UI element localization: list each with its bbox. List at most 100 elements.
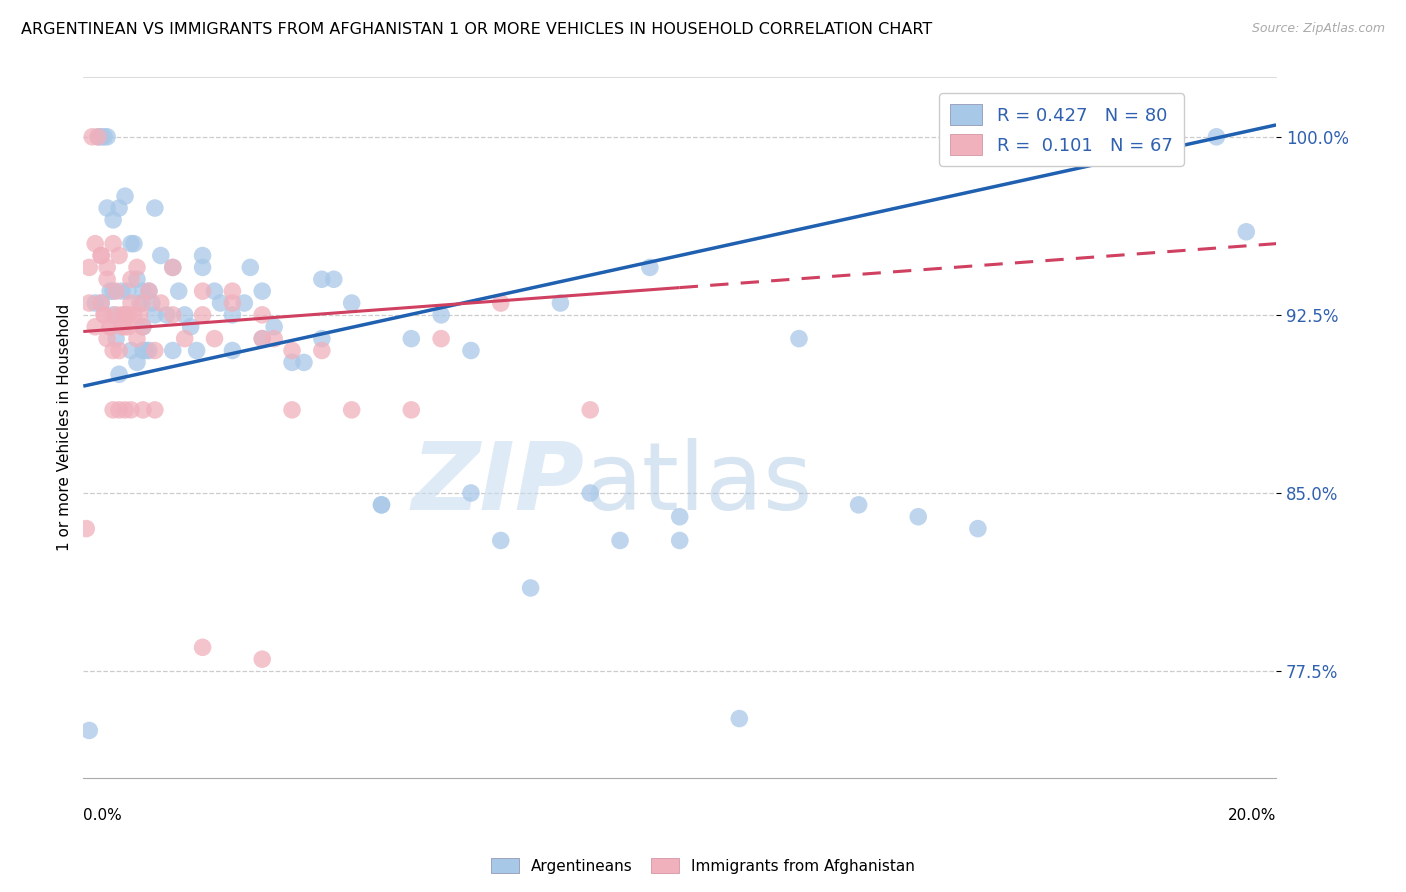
Point — [84, 236, 107, 251]
Point — [311, 272, 333, 286]
Point — [209, 296, 232, 310]
Point — [728, 712, 751, 726]
Point — [191, 308, 214, 322]
Point — [90, 248, 112, 262]
Point — [114, 319, 136, 334]
Point — [96, 272, 118, 286]
Point — [125, 260, 148, 275]
Point — [149, 296, 172, 310]
Point — [143, 402, 166, 417]
Point — [1205, 129, 1227, 144]
Point — [75, 522, 97, 536]
Point — [263, 319, 285, 334]
Point — [90, 248, 112, 262]
Point — [430, 332, 453, 346]
Point — [149, 248, 172, 262]
Point — [638, 260, 661, 275]
Point — [141, 296, 163, 310]
Text: 20.0%: 20.0% — [1227, 808, 1277, 823]
Point — [125, 272, 148, 286]
Point — [250, 332, 273, 346]
Point — [105, 284, 128, 298]
Point — [138, 343, 160, 358]
Point — [125, 355, 148, 369]
Point — [114, 308, 136, 322]
Point — [129, 308, 152, 322]
Point — [167, 284, 190, 298]
Point — [191, 640, 214, 655]
Point — [120, 272, 142, 286]
Point — [311, 343, 333, 358]
Point — [132, 296, 155, 310]
Point — [401, 402, 423, 417]
Point — [221, 284, 243, 298]
Point — [281, 402, 304, 417]
Point — [101, 308, 124, 322]
Point — [156, 308, 179, 322]
Point — [430, 308, 453, 322]
Point — [292, 355, 315, 369]
Point — [93, 129, 115, 144]
Text: ARGENTINEAN VS IMMIGRANTS FROM AFGHANISTAN 1 OR MORE VEHICLES IN HOUSEHOLD CORRE: ARGENTINEAN VS IMMIGRANTS FROM AFGHANIST… — [21, 22, 932, 37]
Point — [250, 332, 273, 346]
Point — [401, 332, 423, 346]
Point — [668, 509, 690, 524]
Point — [90, 296, 112, 310]
Point — [460, 486, 482, 500]
Point — [108, 201, 131, 215]
Point — [108, 343, 131, 358]
Point — [221, 343, 243, 358]
Point — [370, 498, 392, 512]
Point — [233, 296, 256, 310]
Point — [120, 236, 142, 251]
Point — [125, 332, 148, 346]
Point — [191, 248, 214, 262]
Point — [173, 332, 195, 346]
Point — [579, 486, 602, 500]
Point — [263, 332, 285, 346]
Point — [340, 296, 363, 310]
Point — [122, 308, 145, 322]
Point — [162, 343, 184, 358]
Point — [250, 284, 273, 298]
Point — [138, 284, 160, 298]
Point — [108, 248, 131, 262]
Point — [162, 260, 184, 275]
Point — [87, 129, 110, 144]
Point — [117, 319, 139, 334]
Point — [105, 308, 128, 322]
Point — [221, 308, 243, 322]
Point — [87, 129, 110, 144]
Y-axis label: 1 or more Vehicles in Household: 1 or more Vehicles in Household — [58, 304, 72, 551]
Point — [120, 343, 142, 358]
Point — [82, 129, 104, 144]
Point — [108, 368, 131, 382]
Point — [340, 402, 363, 417]
Point — [250, 308, 273, 322]
Point — [120, 296, 142, 310]
Point — [204, 284, 226, 298]
Point — [114, 308, 136, 322]
Point — [77, 723, 100, 738]
Point — [101, 402, 124, 417]
Point — [907, 509, 929, 524]
Point — [96, 201, 118, 215]
Point — [239, 260, 262, 275]
Legend: Argentineans, Immigrants from Afghanistan: Argentineans, Immigrants from Afghanista… — [485, 852, 921, 880]
Text: Source: ZipAtlas.com: Source: ZipAtlas.com — [1251, 22, 1385, 36]
Point — [114, 189, 136, 203]
Point — [186, 343, 208, 358]
Point — [204, 332, 226, 346]
Point — [96, 129, 118, 144]
Point — [550, 296, 572, 310]
Text: 0.0%: 0.0% — [83, 808, 122, 823]
Point — [132, 402, 155, 417]
Point — [138, 284, 160, 298]
Point — [90, 129, 112, 144]
Point — [101, 284, 124, 298]
Point — [609, 533, 631, 548]
Point — [579, 402, 602, 417]
Point — [132, 319, 155, 334]
Point — [132, 284, 155, 298]
Point — [96, 332, 118, 346]
